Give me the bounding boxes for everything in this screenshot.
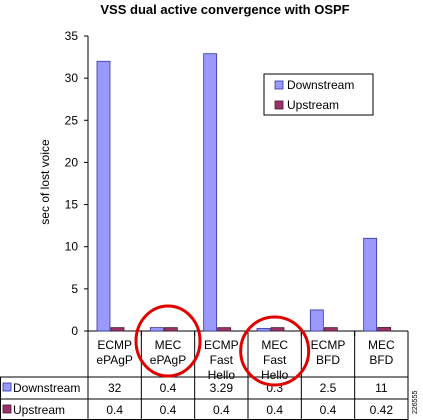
downstream-row-swatch — [2, 382, 12, 392]
downstream-table-value: 3.29 — [210, 381, 234, 395]
legend-downstream-swatch — [274, 80, 284, 90]
figure-id-group: 226555 — [412, 391, 419, 414]
plot-bars — [96, 53, 392, 332]
category-label-line: BFD — [369, 353, 393, 367]
upstream-row-label: Upstream — [13, 403, 65, 417]
y-tick-label: 5 — [71, 282, 78, 296]
downstream-table-value: 0.4 — [160, 381, 177, 395]
y-axis-label: sec of lost voice — [38, 139, 52, 225]
y-tick-label: 20 — [65, 155, 79, 169]
category-label-line: BFD — [316, 353, 340, 367]
y-tick-label: 10 — [65, 240, 79, 254]
downstream-table-value: 32 — [108, 381, 122, 395]
downstream-bar — [309, 309, 324, 332]
upstream-table-value: 0.4 — [320, 403, 337, 417]
downstream-table-value: 11 — [375, 381, 388, 395]
category-label-line: ePAgP — [96, 353, 132, 367]
downstream-bar — [203, 53, 218, 332]
upstream-bar — [323, 327, 338, 332]
upstream-bar — [163, 327, 178, 332]
category-label-line: Hello — [261, 368, 289, 382]
upstream-bar — [377, 327, 392, 332]
y-tick-label: 30 — [65, 71, 79, 85]
category-label-line: ECMP — [97, 338, 132, 352]
highlight-circles — [134, 304, 311, 387]
upstream-bar — [270, 327, 285, 332]
downstream-bar — [256, 328, 271, 332]
downstream-bar — [363, 237, 378, 332]
category-label-line: Hello — [208, 368, 236, 382]
upstream-table-value: 0.4 — [213, 403, 230, 417]
upstream-table-value: 0.4 — [266, 403, 283, 417]
upstream-table-value: 0.4 — [106, 403, 123, 417]
figure-id: 226555 — [412, 391, 419, 414]
legend-upstream-label: Upstream — [287, 98, 339, 112]
y-tick-label: 15 — [65, 198, 79, 212]
category-labels: ECMPePAgPMECePAgPECMPFastHelloMECFastHel… — [96, 338, 395, 382]
category-label-line: MEC — [368, 338, 395, 352]
upstream-bar — [217, 327, 232, 332]
upstream-table-value: 0.4 — [160, 403, 177, 417]
category-label-line: ECMP — [204, 338, 239, 352]
legend: Downstream Upstream — [263, 73, 374, 116]
category-label-line: MEC — [155, 338, 182, 352]
category-label-line: MEC — [261, 338, 288, 352]
downstream-bar — [96, 60, 111, 332]
chart-title: VSS dual active convergence with OSPF — [100, 2, 349, 17]
upstream-bar — [110, 327, 125, 332]
downstream-table-value: 2.5 — [320, 381, 337, 395]
y-tick-label: 0 — [71, 324, 78, 338]
upstream-row-swatch — [2, 404, 12, 414]
category-label-line: ePAgP — [150, 353, 186, 367]
highlight-circle — [134, 304, 202, 378]
downstream-row-label: Downstream — [13, 381, 80, 395]
highlight-circle — [239, 315, 311, 387]
upstream-table-value: 0.42 — [370, 403, 394, 417]
category-label-line: ECMP — [311, 338, 346, 352]
legend-downstream-label: Downstream — [287, 78, 354, 92]
y-tick-label: 25 — [65, 113, 79, 127]
legend-upstream-swatch — [274, 100, 284, 110]
category-label-line: Fast — [210, 353, 234, 367]
category-label-line: Fast — [263, 353, 287, 367]
downstream-bar — [149, 327, 164, 332]
y-axis-label-group: sec of lost voice — [38, 139, 52, 225]
y-tick-label: 35 — [65, 29, 79, 43]
